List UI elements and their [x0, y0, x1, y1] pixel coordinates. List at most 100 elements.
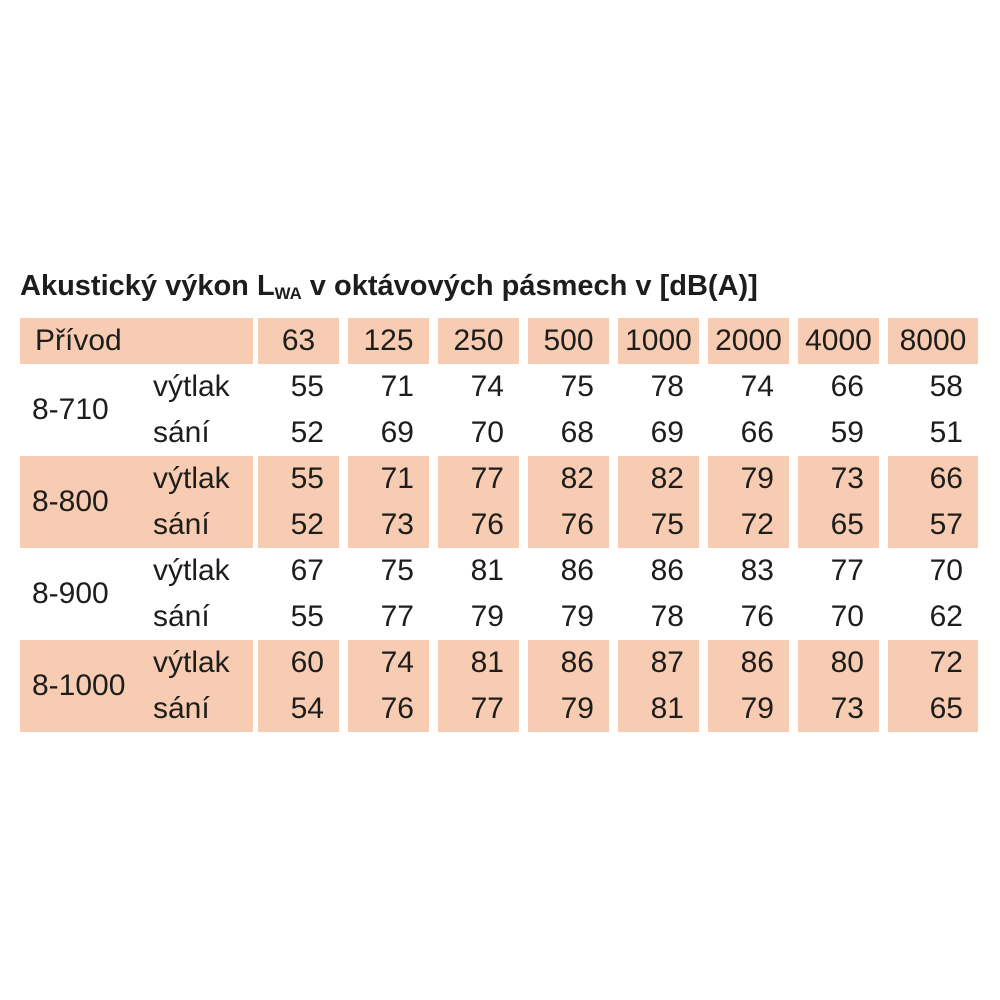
value-cell: 80: [798, 640, 888, 686]
table-row-sani: sání 54 76 77 79 81 79 73 65: [20, 686, 978, 732]
value-cell: 74: [438, 364, 528, 410]
value-cell: 55: [258, 456, 348, 502]
value-cell: 82: [528, 456, 618, 502]
model-label: 8-900: [32, 577, 109, 610]
value-cell: 75: [618, 502, 708, 548]
title-subscript: WA: [274, 284, 302, 303]
value-cell: 86: [528, 548, 618, 594]
table-row-sani: sání 52 69 70 68 69 66 59 51: [20, 410, 978, 456]
value-cell: 73: [798, 456, 888, 502]
acoustic-power-table: Přívod 63 125 250 500 1000 2000 4000 800…: [20, 318, 978, 732]
table-row-vytlak: 8-1000 výtlak 60 74 81 86 87 86 80 72: [20, 640, 978, 732]
value-cell: 82: [618, 456, 708, 502]
direction-label: výtlak: [153, 548, 258, 594]
column-header-band: 63: [258, 318, 348, 364]
table-row-sani: sání 52 73 76 76 75 72 65 57: [20, 502, 978, 548]
value-cell: 81: [438, 640, 528, 686]
table-row-sani: sání 55 77 79 79 78 76 70 62: [20, 594, 978, 640]
value-cell: 66: [708, 410, 798, 456]
direction-label: výtlak: [153, 640, 258, 686]
value-cell: 75: [348, 548, 438, 594]
value-cell: 68: [528, 410, 618, 456]
value-cell: 60: [258, 640, 348, 686]
value-cell: 77: [348, 594, 438, 640]
value-cell: 70: [798, 594, 888, 640]
value-cell: 76: [528, 502, 618, 548]
value-cell: 52: [258, 502, 348, 548]
value-cell: 57: [888, 502, 978, 548]
value-cell: 86: [528, 640, 618, 686]
value-cell: 72: [708, 502, 798, 548]
value-cell: 74: [348, 640, 438, 686]
column-header-band: 500: [528, 318, 618, 364]
value-cell: 55: [258, 594, 348, 640]
value-cell: 55: [258, 364, 348, 410]
table-row-vytlak: 8-710 výtlak 55 71 74 75 78 74 66 58: [20, 364, 978, 426]
value-cell: 81: [438, 548, 528, 594]
value-cell: 81: [618, 686, 708, 732]
value-cell: 66: [798, 364, 888, 410]
value-cell: 54: [258, 686, 348, 732]
title-prefix: Akustický výkon L: [20, 270, 275, 302]
page-title: Akustický výkon LWA v oktávových pásmech…: [20, 270, 758, 304]
title-suffix: v oktávových pásmech v [dB(A)]: [301, 270, 758, 302]
model-label: 8-1000: [20, 640, 153, 732]
value-cell: 76: [438, 502, 528, 548]
value-cell: 76: [348, 686, 438, 732]
value-cell: 77: [798, 548, 888, 594]
value-cell: 52: [258, 410, 348, 456]
direction-label: výtlak: [153, 364, 258, 410]
value-cell: 65: [888, 686, 978, 732]
value-cell: 67: [258, 548, 348, 594]
column-header-band: 250: [438, 318, 528, 364]
value-cell: 79: [528, 686, 618, 732]
value-cell: 71: [348, 364, 438, 410]
value-cell: 74: [708, 364, 798, 410]
value-cell: 79: [708, 456, 798, 502]
value-cell: 77: [438, 686, 528, 732]
value-cell: 73: [798, 686, 888, 732]
column-header-privod: Přívod: [20, 318, 258, 364]
value-cell: 86: [708, 640, 798, 686]
header-row: Přívod 63 125 250 500 1000 2000 4000 800…: [20, 318, 978, 364]
value-cell: 66: [888, 456, 978, 502]
value-cell: 87: [618, 640, 708, 686]
direction-label: sání: [153, 686, 258, 732]
direction-label: výtlak: [153, 456, 258, 502]
value-cell: 83: [708, 548, 798, 594]
value-cell: 65: [798, 502, 888, 548]
value-cell: 76: [708, 594, 798, 640]
column-header-band: 2000: [708, 318, 798, 364]
value-cell: 79: [438, 594, 528, 640]
value-cell: 71: [348, 456, 438, 502]
model-label: 8-710: [32, 393, 109, 426]
column-header-band: 4000: [798, 318, 888, 364]
direction-label: sání: [153, 502, 258, 548]
value-cell: 69: [348, 410, 438, 456]
value-cell: 51: [929, 416, 963, 449]
value-cell: 58: [929, 370, 963, 403]
value-cell: 77: [438, 456, 528, 502]
column-header-band: 8000: [888, 318, 978, 364]
column-header-band: 1000: [618, 318, 708, 364]
value-cell: 73: [348, 502, 438, 548]
value-cell: 70: [438, 410, 528, 456]
model-label: 8-800: [20, 456, 153, 548]
value-cell: 69: [618, 410, 708, 456]
value-cell: 72: [888, 640, 978, 686]
table-row-vytlak: 8-800 výtlak 55 71 77 82 82 79 73 66: [20, 456, 978, 548]
value-cell: 70: [929, 554, 963, 587]
value-cell: 78: [618, 594, 708, 640]
column-header-band: 125: [348, 318, 438, 364]
value-cell: 78: [618, 364, 708, 410]
direction-label: sání: [153, 594, 258, 640]
table-row-vytlak: 8-900 výtlak 67 75 81 86 86 83 77 70: [20, 548, 978, 610]
direction-label: sání: [153, 410, 258, 456]
value-cell: 62: [929, 600, 963, 633]
value-cell: 59: [798, 410, 888, 456]
value-cell: 86: [618, 548, 708, 594]
value-cell: 75: [528, 364, 618, 410]
value-cell: 79: [708, 686, 798, 732]
value-cell: 79: [528, 594, 618, 640]
